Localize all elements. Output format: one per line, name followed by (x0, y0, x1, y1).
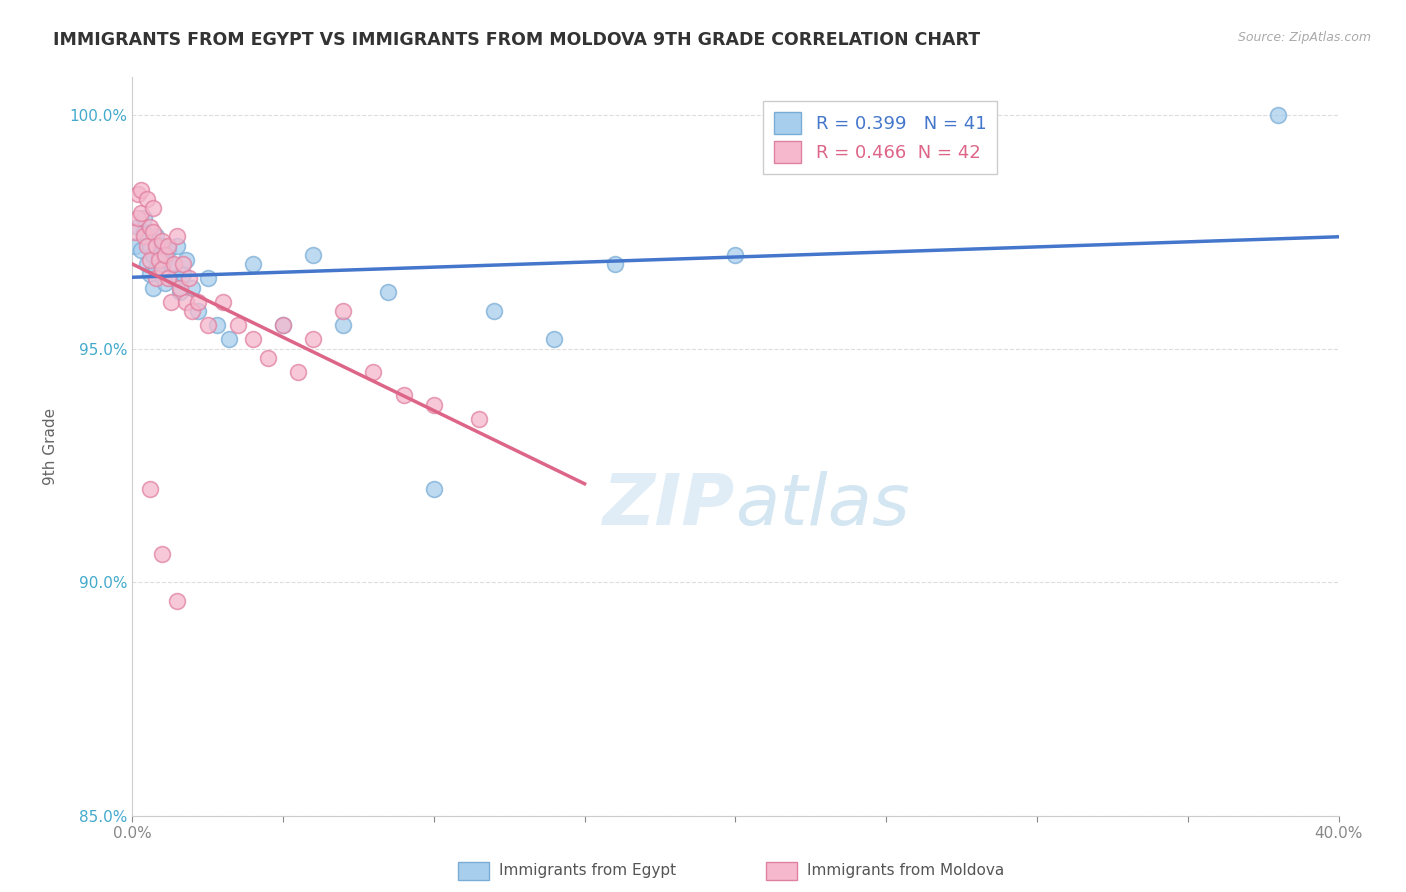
Point (603, 257, 626, 271)
Point (148, 252, 170, 267)
Point (169, 281, 191, 295)
Point (150, 547, 173, 561)
Point (166, 238, 188, 252)
Point (302, 248, 325, 262)
Point (134, 225, 156, 239)
Point (160, 294, 183, 309)
Point (127, 219, 149, 234)
Point (150, 234, 173, 248)
Point (187, 304, 209, 318)
Point (176, 252, 198, 267)
Point (181, 304, 204, 318)
Point (145, 271, 167, 285)
Point (197, 271, 219, 285)
Point (242, 257, 264, 271)
Point (197, 318, 219, 333)
Point (172, 267, 194, 281)
Point (166, 229, 188, 244)
Point (129, 244, 152, 258)
Point (724, 248, 747, 262)
Point (218, 332, 240, 346)
Point (163, 257, 186, 271)
Legend: R = 0.399   N = 41, R = 0.466  N = 42: R = 0.399 N = 41, R = 0.466 N = 42 (763, 101, 997, 174)
Point (482, 304, 505, 318)
Point (145, 229, 167, 244)
Point (166, 594, 188, 608)
Point (124, 225, 146, 239)
Point (363, 365, 385, 379)
Point (155, 248, 177, 262)
Point (163, 271, 186, 285)
Point (157, 244, 180, 258)
Point (422, 398, 444, 412)
Text: IMMIGRANTS FROM EGYPT VS IMMIGRANTS FROM MOLDOVA 9TH GRADE CORRELATION CHART: IMMIGRANTS FROM EGYPT VS IMMIGRANTS FROM… (53, 31, 980, 49)
Text: Immigrants from Moldova: Immigrants from Moldova (807, 863, 1004, 878)
Point (142, 281, 165, 295)
Point (302, 332, 325, 346)
Point (256, 351, 278, 365)
Point (176, 294, 198, 309)
Point (543, 332, 565, 346)
Text: ZIP: ZIP (603, 471, 735, 541)
Point (242, 332, 264, 346)
Point (181, 281, 204, 295)
Point (377, 285, 399, 300)
Point (129, 183, 152, 197)
Point (150, 257, 173, 271)
Point (142, 225, 165, 239)
Point (142, 248, 165, 262)
Point (142, 202, 165, 216)
Point (148, 248, 170, 262)
Point (129, 206, 152, 220)
Point (172, 257, 194, 271)
Point (155, 252, 177, 267)
Point (150, 262, 173, 277)
Point (169, 285, 191, 300)
Point (145, 238, 167, 252)
Point (179, 271, 201, 285)
Point (332, 304, 354, 318)
Point (150, 238, 173, 252)
Point (157, 238, 180, 252)
Point (155, 276, 177, 290)
Point (392, 388, 415, 402)
Point (160, 257, 183, 271)
Point (127, 211, 149, 225)
Point (271, 318, 294, 333)
Point (157, 271, 180, 285)
Point (134, 229, 156, 244)
Point (211, 294, 233, 309)
Point (287, 365, 309, 379)
Point (124, 238, 146, 252)
Point (145, 262, 167, 277)
Y-axis label: 9th Grade: 9th Grade (44, 409, 58, 485)
Text: Immigrants from Egypt: Immigrants from Egypt (499, 863, 676, 878)
Point (187, 294, 209, 309)
Point (271, 318, 294, 333)
Point (422, 482, 444, 496)
Text: atlas: atlas (735, 471, 910, 541)
Point (136, 192, 159, 206)
Point (139, 267, 162, 281)
Point (139, 482, 162, 496)
Point (136, 257, 159, 271)
Text: Source: ZipAtlas.com: Source: ZipAtlas.com (1237, 31, 1371, 45)
Point (136, 229, 159, 244)
Point (134, 211, 156, 225)
Point (136, 238, 159, 252)
Point (226, 318, 249, 333)
Point (332, 318, 354, 333)
Point (139, 238, 162, 252)
Point (139, 219, 162, 234)
Point (1267, 108, 1289, 122)
Point (205, 318, 228, 333)
Point (127, 187, 149, 202)
Point (468, 411, 491, 425)
Point (139, 252, 162, 267)
